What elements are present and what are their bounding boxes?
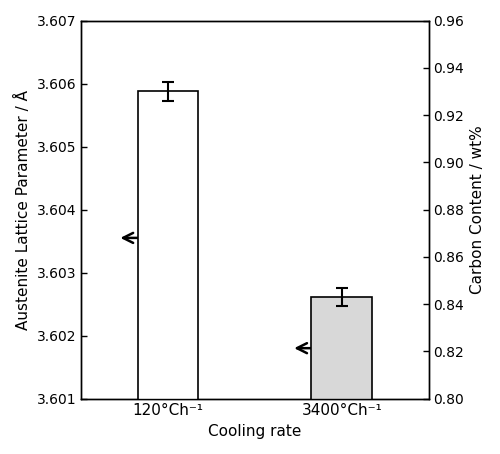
X-axis label: Cooling rate: Cooling rate (208, 424, 302, 439)
Bar (312, 297, 372, 454)
Bar (138, 91, 198, 454)
Y-axis label: Austenite Lattice Parameter / Å: Austenite Lattice Parameter / Å (15, 89, 31, 330)
Y-axis label: Carbon Content / wt%: Carbon Content / wt% (470, 125, 485, 294)
